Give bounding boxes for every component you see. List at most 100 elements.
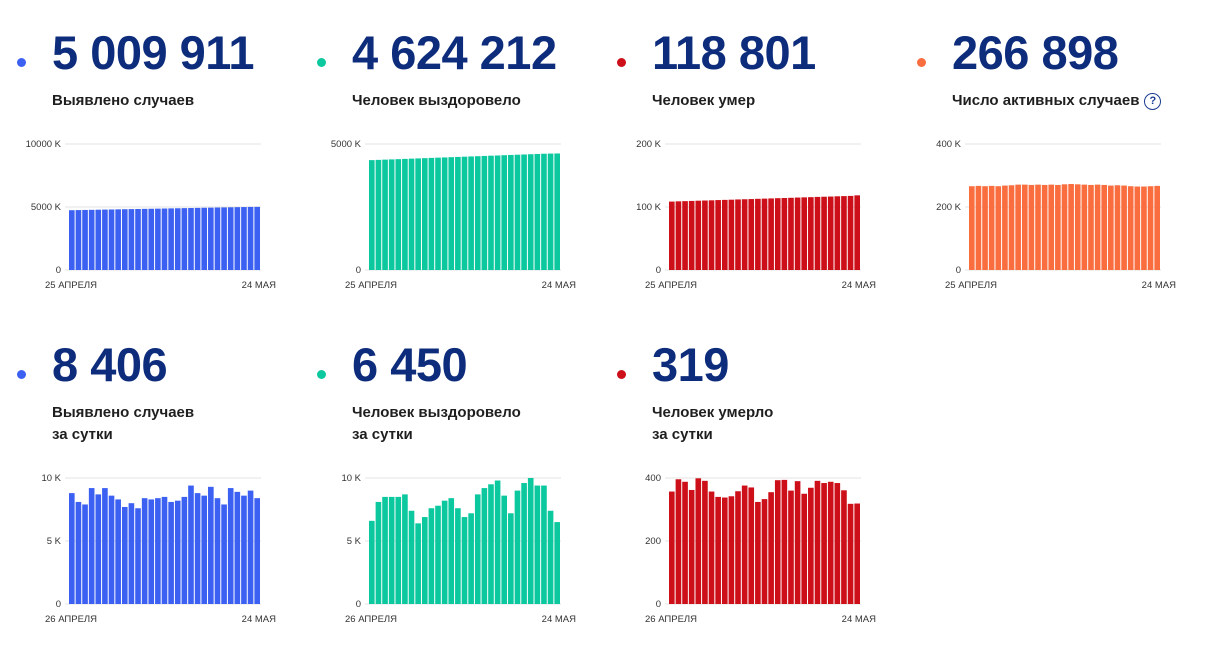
bar: [735, 199, 741, 270]
bar: [534, 153, 541, 270]
bar: [95, 494, 102, 604]
bar: [534, 485, 541, 604]
bar: [527, 478, 534, 604]
bar: [527, 154, 534, 270]
bar: [741, 199, 748, 270]
bar: [375, 159, 382, 270]
bar: [128, 503, 135, 604]
x-start-label: 26 АПРЕЛЯ: [345, 614, 397, 625]
y-tick-label: 400: [645, 473, 661, 484]
x-start-label: 26 АПРЕЛЯ: [645, 614, 697, 625]
y-tick-label: 5 K: [47, 536, 62, 547]
stat-label: Человек выздоровело за сутки: [352, 404, 521, 443]
bar: [214, 207, 221, 270]
bar: [234, 491, 241, 604]
y-tick-label: 200 K: [636, 139, 661, 150]
bar: [1141, 186, 1147, 270]
bar: [441, 500, 448, 604]
stat-value: 4 624 212: [352, 26, 557, 79]
bar: [247, 490, 254, 604]
x-end-label: 24 МАЯ: [542, 280, 576, 291]
bar: [547, 510, 554, 604]
x-start-label: 25 АПРЕЛЯ: [945, 280, 997, 291]
bar: [1081, 184, 1088, 270]
bar: [428, 157, 435, 270]
stat-value: 5 009 911: [52, 26, 255, 79]
bar: [148, 499, 155, 604]
bar: [841, 490, 847, 604]
legend-dot: [317, 370, 326, 379]
bar: [801, 197, 808, 270]
y-tick-label: 200: [645, 536, 661, 547]
bar: [721, 497, 728, 604]
bar: [388, 496, 395, 604]
bar: [715, 496, 721, 604]
bar: [141, 498, 148, 604]
bar: [1028, 184, 1035, 270]
bar: [135, 508, 141, 604]
bar: [827, 481, 834, 604]
bar: [494, 480, 501, 604]
bar: [781, 479, 788, 604]
legend-dot: [917, 58, 926, 67]
bar: [1154, 185, 1160, 270]
bar: [814, 480, 821, 604]
y-tick-label: 0: [356, 599, 361, 610]
x-start-label: 26 АПРЕЛЯ: [45, 614, 97, 625]
x-start-label: 25 АПРЕЛЯ: [45, 280, 97, 291]
bar: [1035, 184, 1041, 270]
bar: [75, 501, 82, 604]
bar: [88, 488, 95, 604]
bar: [69, 210, 75, 270]
legend-dot: [17, 58, 26, 67]
bar: [201, 495, 208, 604]
bar: [155, 498, 161, 604]
bar: [1127, 186, 1134, 270]
bar: [814, 196, 821, 270]
stat-value: 319: [652, 338, 729, 391]
bar: [501, 495, 508, 604]
bar: [421, 517, 428, 604]
bar: [788, 197, 794, 270]
stat-label: Число активных случаев?: [952, 90, 1162, 112]
bar: [448, 157, 455, 270]
bar: [821, 483, 827, 604]
bar: [854, 195, 860, 270]
bar: [735, 491, 741, 604]
bar: [168, 208, 174, 270]
bar: [788, 490, 794, 604]
bar: [241, 207, 247, 270]
stat-label: Человек умер: [652, 92, 756, 109]
x-end-label: 24 МАЯ: [242, 280, 276, 291]
bar: [161, 208, 168, 270]
bar: [115, 209, 121, 270]
y-tick-label: 10 K: [41, 473, 61, 484]
bar: [461, 517, 468, 604]
bar: [688, 489, 695, 604]
bar: [174, 500, 181, 604]
bar: [82, 209, 88, 270]
help-icon[interactable]: ?: [1144, 93, 1162, 110]
bar: [501, 155, 508, 270]
bar: [1068, 184, 1074, 270]
bar: [494, 155, 501, 270]
chart-total-recovered: 0 5000 K 25 АПРЕЛЯ 24 МАЯ: [331, 139, 576, 291]
bar: [1048, 184, 1055, 270]
bar: [382, 159, 388, 270]
bar: [675, 479, 682, 604]
stat-value: 8 406: [52, 338, 168, 391]
bar: [1147, 186, 1154, 270]
bar: [827, 196, 834, 270]
bar: [227, 207, 234, 270]
bar: [468, 156, 474, 270]
card-total-cases: 5 009 911 Выявлено случаев 0 5000 K 10000 …: [17, 28, 307, 338]
bar: [768, 198, 774, 270]
bar: [435, 157, 441, 270]
card-daily-cases: 8 406 Выявлено случаев за сутки 0 5 K 10 K 2…: [17, 340, 307, 650]
bar: [135, 208, 141, 270]
bar: [1101, 184, 1108, 270]
bar: [369, 520, 375, 604]
bar: [181, 496, 188, 604]
bar: [254, 498, 260, 604]
bar: [847, 195, 854, 270]
